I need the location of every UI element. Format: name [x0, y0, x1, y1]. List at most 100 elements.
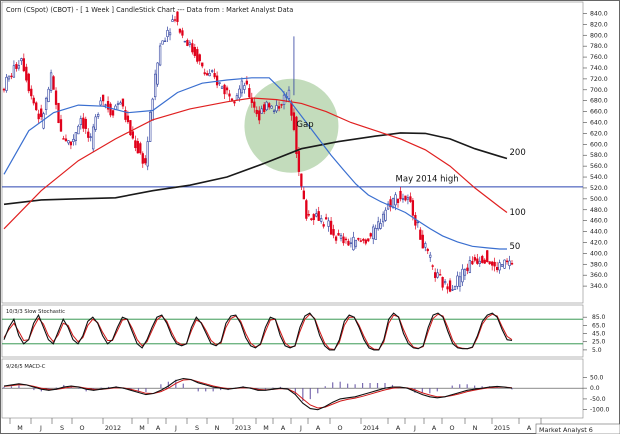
- candle: [275, 100, 278, 114]
- candle: [106, 96, 110, 113]
- candle: [82, 113, 85, 132]
- candle: [84, 116, 87, 134]
- candle: [327, 217, 330, 232]
- candle: [255, 106, 258, 117]
- candle: [238, 85, 241, 102]
- x-tick-label: A: [156, 424, 161, 432]
- candle: [101, 94, 105, 107]
- candle: [265, 100, 268, 112]
- candle: [369, 232, 372, 239]
- candle: [493, 257, 496, 272]
- candle: [337, 229, 340, 236]
- watermark-box: [535, 423, 620, 434]
- candle: [317, 206, 320, 221]
- candle: [258, 106, 261, 125]
- candle: [151, 97, 154, 121]
- candle: [20, 57, 23, 65]
- y-tick-label: 500.0: [590, 196, 608, 203]
- candle: [223, 83, 226, 100]
- candle: [116, 100, 120, 110]
- stochastic-panel: 10/3/3 Slow Stochastic 85.065.0 45.025.05…: [1, 304, 606, 358]
- candle: [178, 28, 182, 35]
- candle: [134, 135, 137, 152]
- y-tick-label: 660.0: [590, 109, 608, 116]
- candle: [25, 63, 28, 83]
- candle: [225, 85, 229, 95]
- candle: [329, 217, 333, 235]
- candle: [260, 105, 263, 114]
- candle: [144, 155, 147, 166]
- candle: [320, 214, 323, 224]
- candle: [62, 135, 65, 140]
- y-tick-label: 50.0: [590, 374, 604, 381]
- x-tick-label: O: [449, 424, 454, 432]
- candle: [92, 123, 95, 153]
- candle: [386, 201, 390, 211]
- candle: [441, 276, 444, 291]
- candle: [451, 284, 454, 291]
- candle: [131, 126, 135, 140]
- candle: [7, 75, 11, 82]
- candle: [191, 39, 194, 55]
- candle: [505, 258, 509, 265]
- candle: [443, 278, 447, 285]
- y-tick-label: 65.0: [592, 322, 606, 329]
- candle: [364, 238, 367, 246]
- candle: [352, 231, 355, 251]
- stochastic-k-line: [3, 312, 513, 351]
- y-tick-label: 0.0: [590, 385, 600, 392]
- y-tick-label: 340.0: [590, 283, 608, 290]
- candle: [158, 42, 162, 67]
- y-tick-label: 720.0: [590, 76, 608, 83]
- candle: [481, 254, 484, 264]
- y-tick-label: 520.0: [590, 185, 608, 192]
- candle: [367, 238, 370, 243]
- candle: [332, 224, 335, 239]
- candle: [208, 69, 211, 77]
- candle: [99, 97, 102, 106]
- candle: [473, 254, 476, 263]
- x-tick-label: J: [413, 424, 416, 432]
- macd-plot-area: [1, 358, 584, 419]
- candle: [233, 100, 236, 107]
- y-tick-label: 700.0: [590, 87, 608, 94]
- candle: [347, 238, 350, 247]
- candle: [35, 101, 38, 112]
- candle: [54, 87, 58, 110]
- y-tick-label: -50.0: [590, 396, 606, 403]
- candle: [342, 233, 345, 246]
- candle: [69, 141, 73, 150]
- candle: [32, 95, 35, 106]
- candles: [2, 11, 514, 294]
- candle: [104, 103, 107, 109]
- candle: [186, 38, 189, 47]
- candle: [478, 256, 481, 267]
- candle: [87, 128, 90, 142]
- x-tick-label: N: [473, 424, 478, 432]
- candle: [109, 102, 112, 118]
- candle: [476, 253, 479, 265]
- candle: [280, 103, 283, 109]
- candle: [372, 224, 375, 245]
- x-tick-label: M: [17, 424, 23, 432]
- candle: [419, 227, 422, 240]
- candle: [139, 141, 142, 155]
- candle: [201, 62, 204, 69]
- candle: [263, 102, 266, 115]
- candle: [354, 239, 358, 249]
- candle: [111, 109, 115, 118]
- candle: [124, 106, 127, 123]
- candle: [15, 62, 18, 72]
- candle: [94, 114, 97, 132]
- candle: [421, 230, 424, 249]
- candle: [503, 259, 506, 269]
- candle: [37, 109, 40, 124]
- candle: [77, 124, 80, 135]
- candle: [349, 237, 353, 248]
- x-tick-label: N: [215, 424, 220, 432]
- y-tick-label: 420.0: [590, 239, 608, 246]
- x-tick-label: O: [337, 424, 342, 432]
- y-tick-label: 840.0: [590, 10, 608, 17]
- candle: [396, 198, 400, 208]
